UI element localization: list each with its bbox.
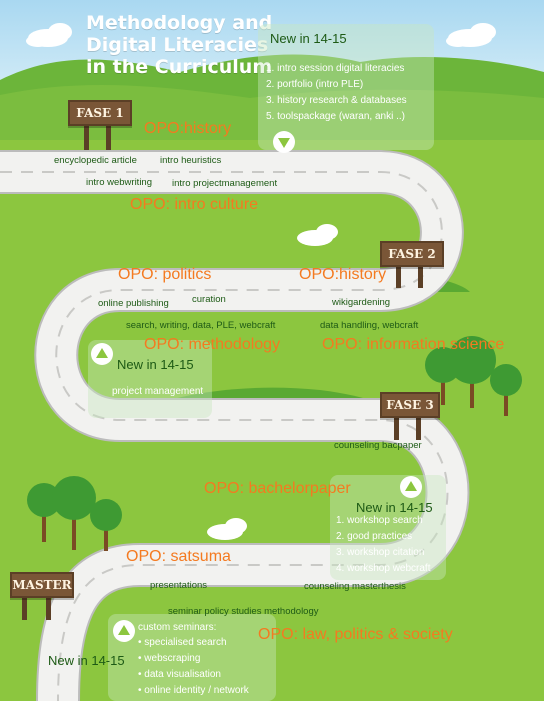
opo-information-science-label: OPO: information science <box>322 336 505 353</box>
panel-header: custom seminars: <box>138 622 217 633</box>
triangle-up-icon <box>118 625 130 635</box>
cloud-icon <box>446 23 496 47</box>
opo-satsuma-label: OPO: satsuma <box>126 548 231 565</box>
sign-post <box>22 592 27 620</box>
panel-item: 4. workshop webcraft <box>336 563 431 574</box>
sign-master: MASTER <box>10 572 74 598</box>
skill-label: search, writing, data, PLE, webcraft <box>126 320 276 331</box>
panel-title: New in 14-15 <box>270 31 347 46</box>
sign-post <box>416 412 421 440</box>
sign-fase-3: FASE 3 <box>380 392 440 418</box>
skill-label: project management <box>112 386 204 397</box>
cloud-icon <box>26 23 72 47</box>
triangle-up-icon <box>96 348 108 358</box>
sign-post <box>396 260 401 288</box>
expand-button[interactable] <box>400 476 422 498</box>
skill-label: seminar policy studies methodology <box>168 606 319 617</box>
panel-item: 2. portfolio (intro PLE) <box>266 79 364 90</box>
opo-history-label: OPO:history <box>299 266 387 283</box>
skill-label: curation <box>192 294 226 305</box>
triangle-down-icon <box>278 138 290 148</box>
panel-item: 2. good practices <box>336 531 413 542</box>
opo-law-label: OPO: law, politics & society <box>258 626 453 643</box>
sign-post <box>46 592 51 620</box>
sign-post <box>418 260 423 288</box>
opo-methodology-label: OPO: methodology <box>144 336 281 353</box>
skill-label: intro heuristics <box>160 155 222 166</box>
new-panel-right <box>330 475 446 580</box>
tree-icon <box>52 476 96 550</box>
skill-label: data handling, webcraft <box>320 320 419 331</box>
triangle-up-icon <box>405 481 417 491</box>
expand-button[interactable] <box>113 620 135 642</box>
page-title: Methodology and Digital Literacies in th… <box>86 12 273 78</box>
tree-icon <box>27 483 61 542</box>
panel-item: • online identity / network <box>138 685 249 696</box>
skill-label: counseling masterthesis <box>304 581 406 592</box>
opo-politics-label: OPO: politics <box>118 266 212 283</box>
panel-item: • webscraping <box>138 653 201 664</box>
panel-title: New in 14-15 <box>48 653 125 668</box>
sign-post <box>106 120 111 150</box>
panel-title: New in 14-15 <box>356 500 433 515</box>
sign-fase-1: FASE 1 <box>68 100 132 126</box>
tree-icon <box>90 499 122 551</box>
opo-history-label: OPO:history <box>144 120 232 137</box>
skill-label: intro webwriting <box>86 177 152 188</box>
skill-label: wikigardening <box>332 297 391 308</box>
panel-item: 3. workshop citation <box>336 547 425 558</box>
tree-icon <box>448 336 496 408</box>
sign-post <box>84 120 89 150</box>
opo-bachelorpaper-label: OPO: bachelorpaper <box>204 480 351 497</box>
tree-icon <box>490 364 522 416</box>
sign-post <box>394 412 399 440</box>
new-panel-top <box>258 24 434 150</box>
new-panel-bottom <box>108 614 276 701</box>
panel-item: 1. workshop search <box>336 515 423 526</box>
skill-label: online publishing <box>98 298 169 309</box>
expand-button[interactable] <box>91 343 113 365</box>
skill-label: encyclopedic article <box>54 155 137 166</box>
skill-label: presentations <box>150 580 208 591</box>
panel-item: 1. intro session digital literacies <box>266 63 405 74</box>
opo-intro-culture-label: OPO: intro culture <box>130 196 259 213</box>
cloud-icon <box>207 518 247 540</box>
cloud-icon <box>297 224 338 246</box>
panel-item: • specialised search <box>138 637 227 648</box>
panel-item: 5. toolspackage (waran, anki ..) <box>266 111 405 122</box>
panel-item: • data visualisation <box>138 669 221 680</box>
sign-fase-2: FASE 2 <box>380 241 444 267</box>
panel-title: New in 14-15 <box>117 357 194 372</box>
panel-item: 3. history research & databases <box>266 95 407 106</box>
skill-label: counseling bacpaper <box>334 440 422 451</box>
skill-label: intro projectmanagement <box>172 178 278 189</box>
expand-button[interactable] <box>273 131 295 153</box>
